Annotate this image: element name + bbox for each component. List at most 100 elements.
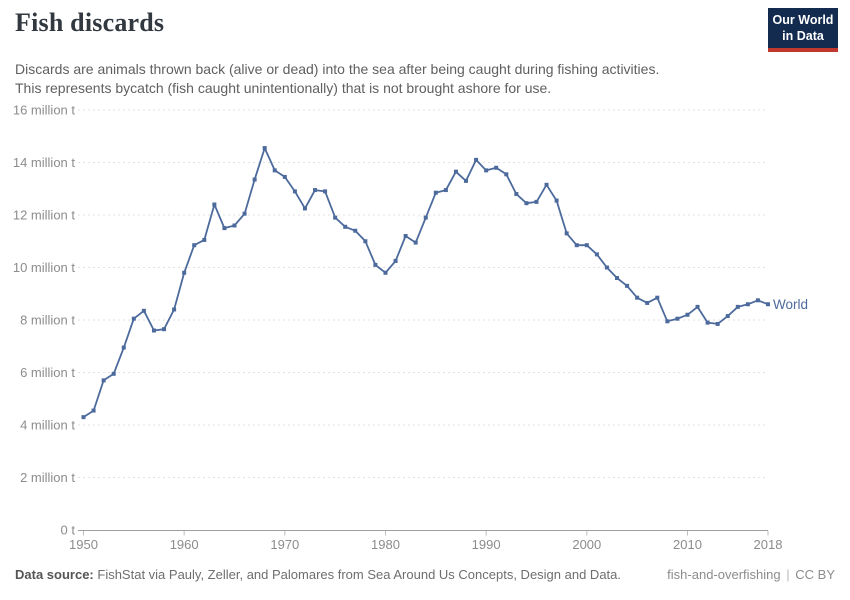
data-point-marker [413,240,418,245]
data-point-marker [665,319,670,324]
data-point-marker [635,295,640,300]
x-axis-tick-label: 1970 [270,537,299,552]
y-axis-tick-label: 0 t [61,523,76,538]
data-point-marker [313,188,318,193]
data-point-marker [151,328,156,333]
data-point-marker [323,189,328,194]
data-point-marker [272,168,277,173]
data-point-marker [766,302,770,307]
data-point-marker [705,320,710,325]
data-point-marker [494,165,499,170]
data-point-marker [544,182,549,187]
world-series-line [82,147,769,419]
data-point-marker [302,206,307,211]
data-point-marker [252,177,257,182]
data-point-marker [655,295,660,300]
data-point-marker [172,307,177,312]
x-axis-tick-label: 1960 [170,537,199,552]
data-point-marker [534,199,539,204]
data-point-marker [433,190,438,195]
data-point-marker [474,157,479,162]
data-point-marker [262,146,267,151]
data-point-marker [594,252,599,257]
data-point-marker [514,192,519,196]
owid-logo-line2: in Data [782,29,824,43]
data-point-marker [383,270,388,275]
data-point-marker [604,265,609,270]
data-point-marker [162,327,167,332]
x-axis-tick-label: 1980 [371,537,400,552]
data-point-marker [192,243,197,248]
data-point-marker [715,321,720,326]
data-point-marker [615,276,620,280]
data-point-marker [443,188,448,193]
data-source-text: FishStat via Pauly, Zeller, and Palomare… [97,567,622,582]
data-source: Data source: FishStat via Pauly, Zeller,… [15,567,621,582]
y-axis-tick-label: 12 million t [13,208,76,223]
data-point-marker [212,202,217,207]
x-axis-tick-label: 2000 [572,537,601,552]
data-point-marker [343,224,348,229]
y-axis-tick-label: 4 million t [20,418,75,433]
data-point-marker [131,316,136,321]
data-point-marker [81,415,86,420]
data-point-marker [202,237,207,242]
footer-slug-link[interactable]: fish-and-overfishing [667,567,781,582]
data-point-marker [564,231,569,236]
data-point-marker [504,172,509,177]
owid-logo-line1: Our World [772,12,834,27]
data-point-marker [423,215,428,220]
footer-license-link[interactable]: CC BY [795,567,835,582]
data-point-marker [333,215,338,220]
data-point-marker [403,234,408,238]
data-point-marker [645,300,650,305]
data-point-marker [232,223,237,228]
chart-title: Fish discards [15,8,165,37]
data-point-marker [625,283,630,288]
x-axis-tick-label: 1990 [472,537,501,552]
footer-separator: | [786,567,790,582]
chart-subtitle-line1: Discards are animals thrown back (alive … [15,61,660,77]
data-point-marker [222,226,227,231]
data-point-marker [574,243,579,248]
series-end-label-world[interactable]: World [773,297,808,312]
chart-footer: Data source: FishStat via Pauly, Zeller,… [15,567,835,582]
x-axis-tick-label: 1950 [69,537,98,552]
data-point-marker [363,239,368,244]
data-point-marker [524,201,529,206]
y-axis-tick-label: 10 million t [13,260,76,275]
data-source-label: Data source: [15,567,94,582]
data-point-marker [282,174,287,179]
data-point-marker [121,345,126,350]
data-point-marker [91,408,96,413]
data-point-marker [755,298,760,303]
data-point-marker [242,211,247,216]
data-point-marker [685,312,690,317]
x-axis-tick-label: 2018 [754,537,783,552]
y-axis-tick-label: 2 million t [20,470,75,485]
data-point-marker [484,168,489,173]
data-point-marker [393,258,398,263]
data-point-marker [111,371,116,376]
y-axis-tick-label: 16 million t [13,103,76,118]
data-point-marker [453,169,458,174]
owid-logo[interactable]: Our World in Data [768,8,838,52]
data-point-marker [101,378,106,383]
data-point-marker [464,178,469,183]
y-axis-tick-label: 6 million t [20,365,75,380]
data-point-marker [584,243,589,248]
footer-links[interactable]: fish-and-overfishing | CC BY [667,567,835,582]
chart-subtitle-line2: This represents bycatch (fish caught uni… [15,79,552,96]
data-point-marker [353,228,358,233]
data-point-marker [141,308,146,313]
y-axis-tick-label: 14 million t [13,155,76,170]
data-point-marker [373,262,378,267]
data-point-marker [675,316,680,321]
x-axis-tick-label: 2010 [673,537,702,552]
data-point-marker [695,304,700,309]
chart-subtitle: Discards are animals thrown back (alive … [15,60,795,97]
data-point-marker [554,198,559,203]
data-point-marker [182,270,187,275]
